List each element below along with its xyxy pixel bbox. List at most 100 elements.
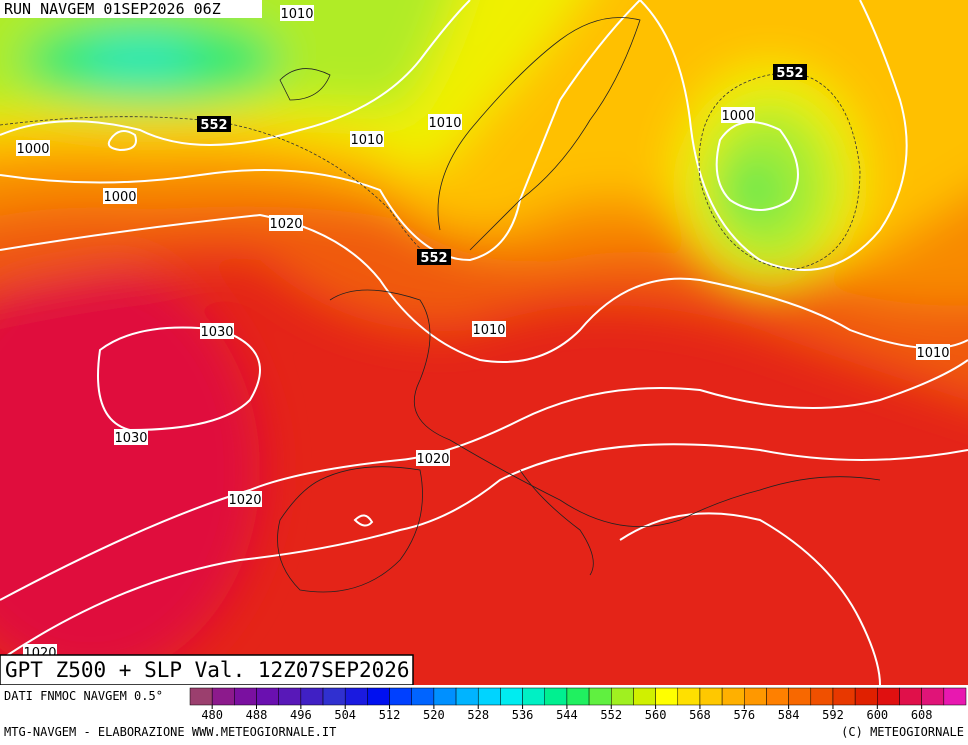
colorbar-swatch	[234, 687, 257, 706]
contour-label-text: 1010	[472, 323, 505, 338]
colorbar-swatch	[411, 687, 435, 706]
colorbar-swatch	[566, 687, 590, 706]
colorbar-swatch	[611, 687, 634, 706]
colorbar-tick-label: 568	[689, 708, 711, 722]
map: 1010 552 1000 1010 1010 1000 1020 552 552 1000 103…	[0, 0, 968, 685]
contour-label: 1010	[916, 344, 950, 361]
contour-label-box	[269, 215, 303, 231]
colorbar-swatch	[211, 687, 235, 706]
coastlines	[277, 17, 881, 593]
contour-label-box	[916, 344, 950, 360]
colorbar-swatch	[899, 687, 922, 706]
colorbar-tick-label: 576	[733, 708, 755, 722]
colorbar-swatch	[522, 687, 545, 706]
contour-label-box	[721, 107, 755, 123]
colorbar-swatch	[854, 687, 878, 706]
contour-label-box	[114, 429, 148, 445]
contour-label: 1000	[103, 188, 137, 205]
contour-label: 1010	[472, 321, 506, 338]
colorbar-tick-label: 600	[866, 708, 888, 722]
colorbar-swatch	[921, 687, 945, 706]
contour-label-text: 1010	[428, 116, 461, 131]
run-label: RUN NAVGEM 01SEP2026 06Z	[4, 0, 221, 18]
contour-label: 1020	[269, 215, 303, 232]
colorbar-swatch	[477, 687, 501, 706]
colorbar-swatch	[256, 687, 279, 706]
colorbar-swatch	[744, 687, 767, 706]
colorbar-tick-label: 608	[911, 708, 933, 722]
contour-label: 1010	[428, 114, 462, 131]
contour-label: 1020	[416, 450, 450, 467]
contour-label-text: 1010	[280, 7, 313, 22]
colorbar-tick-label: 520	[423, 708, 445, 722]
colorbar-swatch	[832, 687, 856, 706]
contour-label-text: 1000	[16, 142, 49, 157]
contour-label: 552	[773, 64, 807, 81]
colorbar-swatch	[189, 687, 213, 706]
contour-label-box	[16, 140, 50, 156]
colorbar-tick-label: 496	[290, 708, 312, 722]
colorbar-swatch	[367, 687, 390, 706]
colorbar-swatch	[943, 687, 967, 706]
contour-label-box	[350, 131, 384, 147]
contour-label-text: 1030	[200, 325, 233, 340]
contour-label-text: 1020	[416, 452, 449, 467]
contour-label-box	[197, 116, 231, 132]
source-label: DATI FNMOC NAVGEM 0.5°	[4, 689, 163, 703]
colorbar-tick-label: 592	[822, 708, 844, 722]
colorbar-swatch	[433, 687, 457, 706]
contour-label: 1000	[721, 107, 755, 124]
colorbar-swatch	[322, 687, 346, 706]
colorbar-swatch	[278, 687, 302, 706]
colorbar-swatch	[810, 687, 834, 706]
colorbar-tick-label: 488	[246, 708, 268, 722]
colorbar-swatch	[699, 687, 723, 706]
colorbar-swatch	[588, 687, 612, 706]
contour-label-text: 1020	[228, 493, 261, 508]
contour-label-box	[200, 323, 234, 339]
contour-label-text: 1000	[721, 109, 754, 124]
colorbar-tick-label: 552	[600, 708, 622, 722]
colorbar: 480 488 496 504 512 520 528 536 544 552 560 568 576 5…	[189, 687, 967, 722]
map-title: GPT Z500 + SLP Val. 12Z07SEP2026	[5, 658, 410, 682]
run-box	[0, 0, 262, 18]
colorbar-swatch	[877, 687, 900, 706]
contour-label-box	[472, 321, 506, 337]
contour-label-box	[228, 491, 262, 507]
credit-label: MTG-NAVGEM - ELABORAZIONE WWW.METEOGIORN…	[4, 725, 336, 739]
contour-label-box	[428, 114, 462, 130]
contour-label: 1000	[16, 140, 50, 157]
contour-label-box	[416, 450, 450, 466]
colorbar-tick-label: 512	[379, 708, 401, 722]
colorbar-tick-label: 584	[778, 708, 800, 722]
colorbar-swatch	[544, 687, 568, 706]
colorbar-swatch	[788, 687, 812, 706]
contour-label: 552	[417, 249, 451, 266]
colorbar-tick-label: 504	[334, 708, 356, 722]
colorbar-swatch	[344, 687, 368, 706]
contour-label-text: 552	[420, 251, 447, 266]
colorbar-tick-label: 480	[201, 708, 223, 722]
contour-label: 1020	[228, 491, 262, 508]
contour-label-text: 552	[200, 118, 227, 133]
colorbar-swatch	[633, 687, 656, 706]
contour-label-text: 1020	[269, 217, 302, 232]
colorbar-swatch	[677, 687, 701, 706]
contour-label: 1030	[114, 429, 148, 446]
z500-552-line	[0, 71, 861, 271]
copyright-label: (C) METEOGIORNALE	[841, 725, 964, 739]
contour-label: 552	[197, 116, 231, 133]
colorbar-tick-label: 528	[467, 708, 489, 722]
colorbar-swatch	[766, 687, 789, 706]
colorbar-tick-label: 560	[645, 708, 667, 722]
colorbar-tick-label: 544	[556, 708, 578, 722]
contour-label-text: 1010	[350, 133, 383, 148]
colorbar-swatch	[389, 687, 412, 706]
contour-label-text: 1030	[114, 431, 147, 446]
contour-label: 1010	[280, 5, 314, 22]
colorbar-swatch	[300, 687, 324, 706]
contour-label-box	[773, 64, 807, 80]
contour-label-box	[103, 188, 137, 204]
colorbar-swatch	[455, 687, 479, 706]
